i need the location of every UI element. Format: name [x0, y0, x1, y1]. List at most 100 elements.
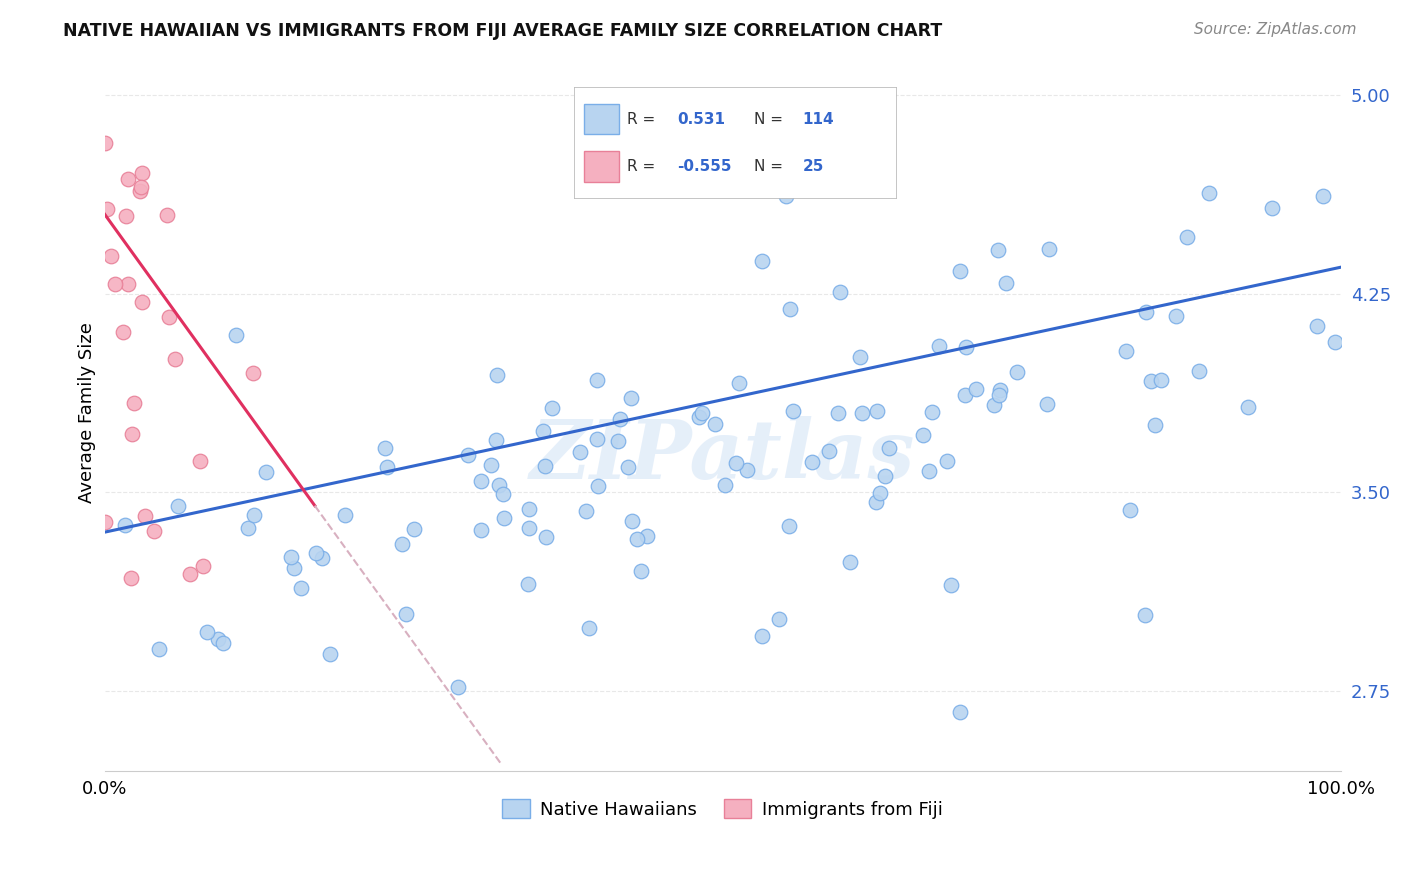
Point [1135, 304, 1157, 318]
Point [148, 641, 170, 656]
Point [1306, 318, 1329, 333]
Point [1164, 310, 1187, 324]
Point [533, 459, 555, 474]
Point [536, 530, 558, 544]
Point [609, 412, 631, 426]
Point [839, 555, 862, 569]
Point [828, 285, 851, 300]
Point [911, 428, 934, 442]
Point [965, 382, 987, 396]
Point [620, 391, 643, 405]
Point [995, 277, 1018, 291]
Point [779, 301, 801, 316]
Y-axis label: Average Family Size: Average Family Size [79, 323, 96, 503]
Point [636, 528, 658, 542]
Point [179, 567, 201, 582]
Point [586, 432, 609, 446]
Point [626, 533, 648, 547]
Legend: Native Hawaiians, Immigrants from Fiji: Native Hawaiians, Immigrants from Fiji [495, 792, 950, 826]
Point [1324, 335, 1347, 350]
Point [124, 396, 146, 410]
Point [395, 607, 418, 621]
Point [167, 499, 190, 513]
Point [165, 351, 187, 366]
Point [117, 277, 139, 291]
Point [283, 561, 305, 575]
Point [818, 444, 841, 458]
Point [391, 536, 413, 550]
Point [517, 501, 540, 516]
Point [1312, 189, 1334, 203]
Point [114, 209, 136, 223]
Point [949, 264, 972, 278]
Point [877, 441, 900, 455]
Point [728, 376, 751, 391]
Point [578, 621, 600, 635]
Point [488, 478, 510, 492]
Point [375, 460, 398, 475]
Point [100, 249, 122, 263]
Point [735, 463, 758, 477]
Point [447, 680, 470, 694]
Point [606, 434, 628, 448]
Point [827, 406, 849, 420]
Text: Source: ZipAtlas.com: Source: ZipAtlas.com [1194, 22, 1357, 37]
Point [751, 254, 773, 268]
Point [492, 486, 515, 500]
Point [470, 475, 492, 489]
Point [188, 454, 211, 468]
Point [131, 294, 153, 309]
Point [1175, 230, 1198, 244]
Point [586, 479, 609, 493]
Point [616, 459, 638, 474]
Point [1140, 375, 1163, 389]
Point [569, 445, 592, 459]
Point [517, 521, 540, 535]
Point [492, 511, 515, 525]
Point [94, 515, 117, 529]
Point [156, 208, 179, 222]
Point [869, 486, 891, 500]
Point [704, 417, 727, 431]
Point [333, 508, 356, 522]
Point [121, 427, 143, 442]
Point [134, 509, 156, 524]
Point [129, 179, 152, 194]
Point [112, 325, 135, 339]
Point [374, 441, 396, 455]
Point [751, 628, 773, 642]
Text: ZIPatlas: ZIPatlas [530, 416, 915, 496]
Point [688, 409, 710, 424]
Point [724, 457, 747, 471]
Point [1115, 344, 1137, 359]
Point [1005, 365, 1028, 379]
Point [1119, 503, 1142, 517]
Text: NATIVE HAWAIIAN VS IMMIGRANTS FROM FIJI AVERAGE FAMILY SIZE CORRELATION CHART: NATIVE HAWAIIAN VS IMMIGRANTS FROM FIJI … [63, 22, 942, 40]
Point [1198, 186, 1220, 200]
Point [782, 403, 804, 417]
Point [129, 184, 152, 198]
Point [866, 404, 889, 418]
Point [851, 406, 873, 420]
Point [1143, 417, 1166, 432]
Point [120, 571, 142, 585]
Point [131, 166, 153, 180]
Point [207, 632, 229, 647]
Point [865, 494, 887, 508]
Point [936, 454, 959, 468]
Point [470, 524, 492, 538]
Point [197, 625, 219, 640]
Point [531, 424, 554, 438]
Point [143, 524, 166, 539]
Point [485, 433, 508, 447]
Point [290, 581, 312, 595]
Point [1261, 201, 1284, 215]
Point [104, 277, 127, 291]
Point [775, 189, 797, 203]
Point [93, 136, 115, 150]
Point [690, 406, 713, 420]
Point [941, 578, 963, 592]
Point [918, 464, 941, 478]
Point [479, 458, 502, 472]
Point [1150, 373, 1173, 387]
